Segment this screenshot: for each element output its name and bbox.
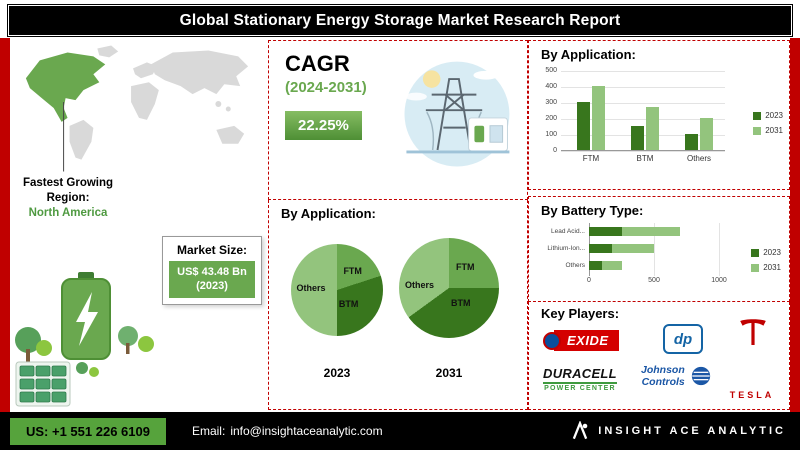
email-address: info@insightaceanalytic.com: [230, 424, 383, 438]
market-size-label: Market Size:: [176, 243, 248, 257]
brand-name: INSIGHT ACE ANALYTIC: [598, 425, 786, 437]
cagr-period: (2024-2031): [285, 79, 367, 96]
johnson-globe-icon: [691, 366, 710, 386]
report-title: Global Stationary Energy Storage Market …: [179, 11, 621, 29]
pie-2031-label-others: Others: [405, 280, 435, 290]
power-station-illustration: [404, 61, 510, 167]
market-size-amount: US$ 43.48 Bn: [177, 266, 247, 278]
key-players-section: Key Players: EXIDE dp DURACELL POWER CEN…: [528, 302, 790, 410]
dp-logo: dp: [663, 324, 703, 354]
exide-wordmark: EXIDE: [554, 330, 619, 351]
phone-badge: US: +1 551 226 6109: [10, 417, 166, 445]
johnson-line2: Controls: [641, 376, 685, 389]
fastest-growing-region: Fastest Growing Region: North America: [8, 176, 128, 221]
pie-2023-label-ftm: FTM: [343, 266, 362, 277]
duracell-wordmark: DURACELL: [543, 366, 617, 381]
market-size-card: Market Size: US$ 43.48 Bn (2023): [162, 236, 262, 305]
pie-2031-label-ftm: FTM: [456, 262, 475, 272]
pie-2023-disc: [291, 244, 383, 336]
legend-item: 2023: [753, 111, 783, 120]
battery-type-chart: Lead Acid... Lithium-Ion... Others 0 500 1000…: [537, 223, 783, 297]
fastest-label-line2: Region:: [46, 191, 90, 204]
insightace-logo-icon: [573, 421, 588, 440]
pie-2023-label-btm: BTM: [338, 299, 359, 310]
right-accent-bar: [790, 38, 800, 412]
application-bar-section: By Application: 0 100 200 300 400 500 FTM BTM Ot…: [528, 40, 790, 190]
tesla-t-icon: [740, 319, 766, 345]
legend-item: 2023: [751, 248, 781, 257]
chart-legend: 2023 2031: [751, 248, 781, 272]
exide-logo: EXIDE: [543, 330, 619, 351]
application-bar-chart: 0 100 200 300 400 500 FTM BTM Others 2023 2031: [545, 67, 783, 163]
world-map: [25, 45, 249, 172]
legend-item: 2031: [751, 263, 781, 272]
north-america-region: [25, 52, 106, 122]
duracell-logo: DURACELL POWER CENTER: [543, 366, 617, 392]
pie-2031-label-btm: BTM: [451, 298, 471, 308]
region-name: North America: [28, 206, 108, 219]
pie-2023-year: 2023: [323, 366, 351, 380]
key-players-title: Key Players:: [541, 306, 620, 321]
cagr-label: CAGR: [285, 51, 350, 76]
pie-chart-2031: FTM BTM Others: [399, 238, 499, 338]
legend-item: 2031: [753, 126, 783, 135]
johnson-controls-logo: Johnson Controls: [641, 364, 712, 388]
tesla-wordmark: TESLA: [729, 390, 775, 400]
cagr-value: 22.25%: [285, 111, 362, 140]
footer-bar: US: +1 551 226 6109 Email: info@insighta…: [0, 412, 800, 450]
cagr-section: CAGR (2024-2031) 22.25%: [268, 40, 528, 200]
email-label: Email:: [191, 424, 226, 438]
johnson-line1: Johnson: [641, 364, 685, 376]
pie-2031-year: 2031: [435, 366, 463, 380]
chart-legend: 2023 2031: [753, 111, 783, 135]
pie-chart-2023: FTM BTM Others: [291, 244, 383, 336]
bar-section-title: By Application:: [541, 47, 636, 62]
application-pie-section: By Application: FTM BTM Others 2023 FTM …: [268, 200, 528, 410]
battery-section-title: By Battery Type:: [541, 203, 644, 218]
fastest-label-line1: Fastest Growing: [22, 177, 114, 189]
report-title-bar: Global Stationary Energy Storage Market …: [7, 4, 793, 37]
pie-2023-label-others: Others: [296, 282, 326, 293]
market-size-year: (2023): [196, 280, 228, 293]
pie-2031-disc: [399, 238, 499, 338]
exide-emblem-icon: [543, 331, 561, 350]
left-accent-bar: [0, 38, 10, 412]
email-text: Email: info@insightaceanalytic.com: [192, 424, 383, 438]
pie-section-title: By Application:: [281, 206, 376, 221]
market-size-value: US$ 43.48 Bn (2023): [169, 261, 255, 298]
johnson-controls-wordmark: Johnson Controls: [641, 364, 685, 388]
brand-logo: INSIGHT ACE ANALYTIC: [570, 421, 786, 441]
battery-illustration: [15, 272, 154, 407]
duracell-subtitle: POWER CENTER: [543, 382, 617, 392]
battery-type-section: By Battery Type: Lead Acid... Lithium-Ion…: [528, 196, 790, 302]
